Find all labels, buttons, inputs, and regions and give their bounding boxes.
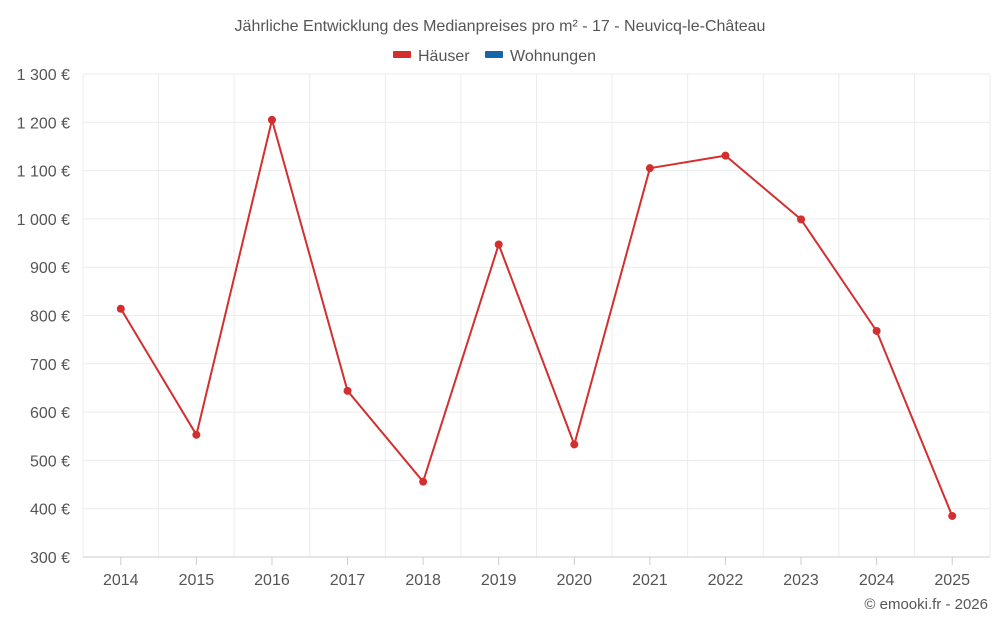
data-point-houses[interactable] xyxy=(645,164,654,173)
x-tick-label: 2016 xyxy=(254,572,290,589)
data-point-houses[interactable] xyxy=(192,430,201,439)
y-tick-label: 1 200 € xyxy=(17,115,70,132)
legend-label-apartments: Wohnungen xyxy=(510,48,596,65)
x-tick-label: 2019 xyxy=(481,572,517,589)
data-point-houses[interactable] xyxy=(872,326,881,335)
data-point-houses[interactable] xyxy=(494,240,503,249)
y-tick-label: 1 000 € xyxy=(17,212,70,229)
y-tick-label: 800 € xyxy=(30,309,70,326)
x-tick-label: 2014 xyxy=(103,572,139,589)
x-tick-label: 2021 xyxy=(632,572,668,589)
x-tick-label: 2024 xyxy=(859,572,895,589)
legend-swatch-houses xyxy=(393,51,411,58)
y-tick-label: 400 € xyxy=(30,502,70,519)
x-tick-label: 2015 xyxy=(179,572,215,589)
data-point-houses[interactable] xyxy=(570,440,579,449)
legend-label-houses: Häuser xyxy=(418,48,470,65)
credit-text: © emooki.fr - 2026 xyxy=(864,596,988,613)
series-houses xyxy=(116,115,957,520)
x-tick-label: 2022 xyxy=(708,572,744,589)
data-point-houses[interactable] xyxy=(797,215,806,224)
chart-title: Jährliche Entwicklung des Medianpreises … xyxy=(235,18,766,35)
x-axis: 2014 2015 2016 2017 2018 2019 2020 2021 2022 2023… xyxy=(83,556,990,589)
data-point-houses[interactable] xyxy=(267,115,276,124)
y-axis: 300 € 400 € 500 € 600 € 700 € 800 € 900 € 1 000… xyxy=(17,67,70,567)
legend-item-houses[interactable]: Häuser xyxy=(393,48,470,65)
y-tick-label: 1 100 € xyxy=(17,164,70,181)
y-tick-label: 300 € xyxy=(30,550,70,567)
y-tick-label: 700 € xyxy=(30,357,70,374)
x-tick-label: 2018 xyxy=(405,572,441,589)
y-tick-label: 1 300 € xyxy=(17,67,70,84)
data-point-houses[interactable] xyxy=(721,151,730,160)
data-point-houses[interactable] xyxy=(343,386,352,395)
legend-item-apartments[interactable]: Wohnungen xyxy=(485,48,596,65)
x-tick-label: 2020 xyxy=(556,572,592,589)
data-point-houses[interactable] xyxy=(116,304,125,313)
grid xyxy=(82,73,991,558)
series-line-houses xyxy=(119,118,954,517)
y-tick-label: 500 € xyxy=(30,453,70,470)
y-tick-label: 900 € xyxy=(30,260,70,277)
x-tick-label: 2025 xyxy=(934,572,970,589)
legend-swatch-apartments xyxy=(485,51,503,58)
data-point-houses[interactable] xyxy=(948,511,957,520)
y-tick-label: 600 € xyxy=(30,405,70,422)
legend: Häuser Wohnungen xyxy=(393,48,596,65)
data-point-houses[interactable] xyxy=(419,477,428,486)
x-tick-label: 2017 xyxy=(330,572,366,589)
x-tick-label: 2023 xyxy=(783,572,819,589)
